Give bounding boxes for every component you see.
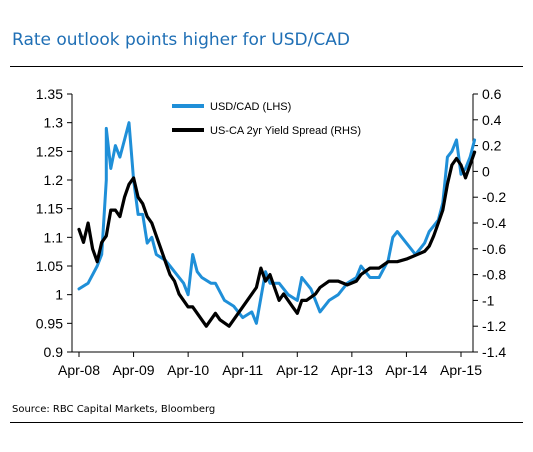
right-tick-label: -1.4 (482, 344, 506, 360)
x-tick-label: Apr-12 (276, 362, 318, 378)
left-tick-label: 0.9 (44, 344, 64, 360)
x-tick-label: Apr-14 (385, 362, 427, 378)
left-tick-label: 1.2 (44, 172, 64, 188)
x-tick-label: Apr-09 (113, 362, 155, 378)
series-layer (77, 121, 477, 328)
top-divider (10, 66, 523, 67)
right-tick-label: 0.6 (482, 86, 502, 102)
x-tick-label: Apr-15 (440, 362, 482, 378)
legend: USD/CAD (LHS) US-CA 2yr Yield Spread (RHS… (172, 101, 361, 137)
left-tick-label: 1.1 (44, 229, 64, 245)
axes: 0.9 0.95 1 1.05 1.1 1.15 1.2 1.25 1.3 1.35 -1.4 -1.… (36, 86, 507, 378)
right-tick-label: -0.2 (482, 189, 506, 205)
chart-title: Rate outlook points higher for USD/CAD (12, 30, 350, 50)
series-usdcad-line (77, 121, 477, 325)
x-tick-label: Apr-10 (167, 362, 209, 378)
right-tick-label: -0.4 (482, 215, 506, 231)
right-tick-label: 0.2 (482, 138, 502, 154)
right-tick-label: -0.6 (482, 241, 506, 257)
right-tick-label: 0 (482, 163, 490, 179)
x-tick-label: Apr-08 (58, 362, 100, 378)
source-note: Source: RBC Capital Markets, Bloomberg (12, 404, 216, 415)
left-tick-label: 1.35 (36, 86, 63, 102)
right-tick-label: -1 (482, 292, 495, 308)
left-tick-label: 1.25 (36, 143, 63, 159)
left-tick-label: 1.15 (36, 201, 63, 217)
legend-usdcad-label: USD/CAD (LHS) (210, 101, 291, 113)
left-tick-label: 1.3 (44, 115, 64, 131)
right-tick-label: 0.4 (482, 112, 502, 128)
right-tick-label: -1.2 (482, 318, 506, 334)
left-tick-label: 1 (55, 287, 63, 303)
x-tick-label: Apr-13 (331, 362, 373, 378)
series-yield-spread-line (77, 150, 477, 328)
legend-yield-spread-label: US-CA 2yr Yield Spread (RHS) (210, 125, 361, 137)
right-tick-label: -0.8 (482, 267, 506, 283)
left-tick-label: 0.95 (36, 315, 63, 331)
left-tick-label: 1.05 (36, 258, 63, 274)
bottom-divider (10, 422, 523, 423)
x-tick-label: Apr-11 (222, 362, 263, 378)
